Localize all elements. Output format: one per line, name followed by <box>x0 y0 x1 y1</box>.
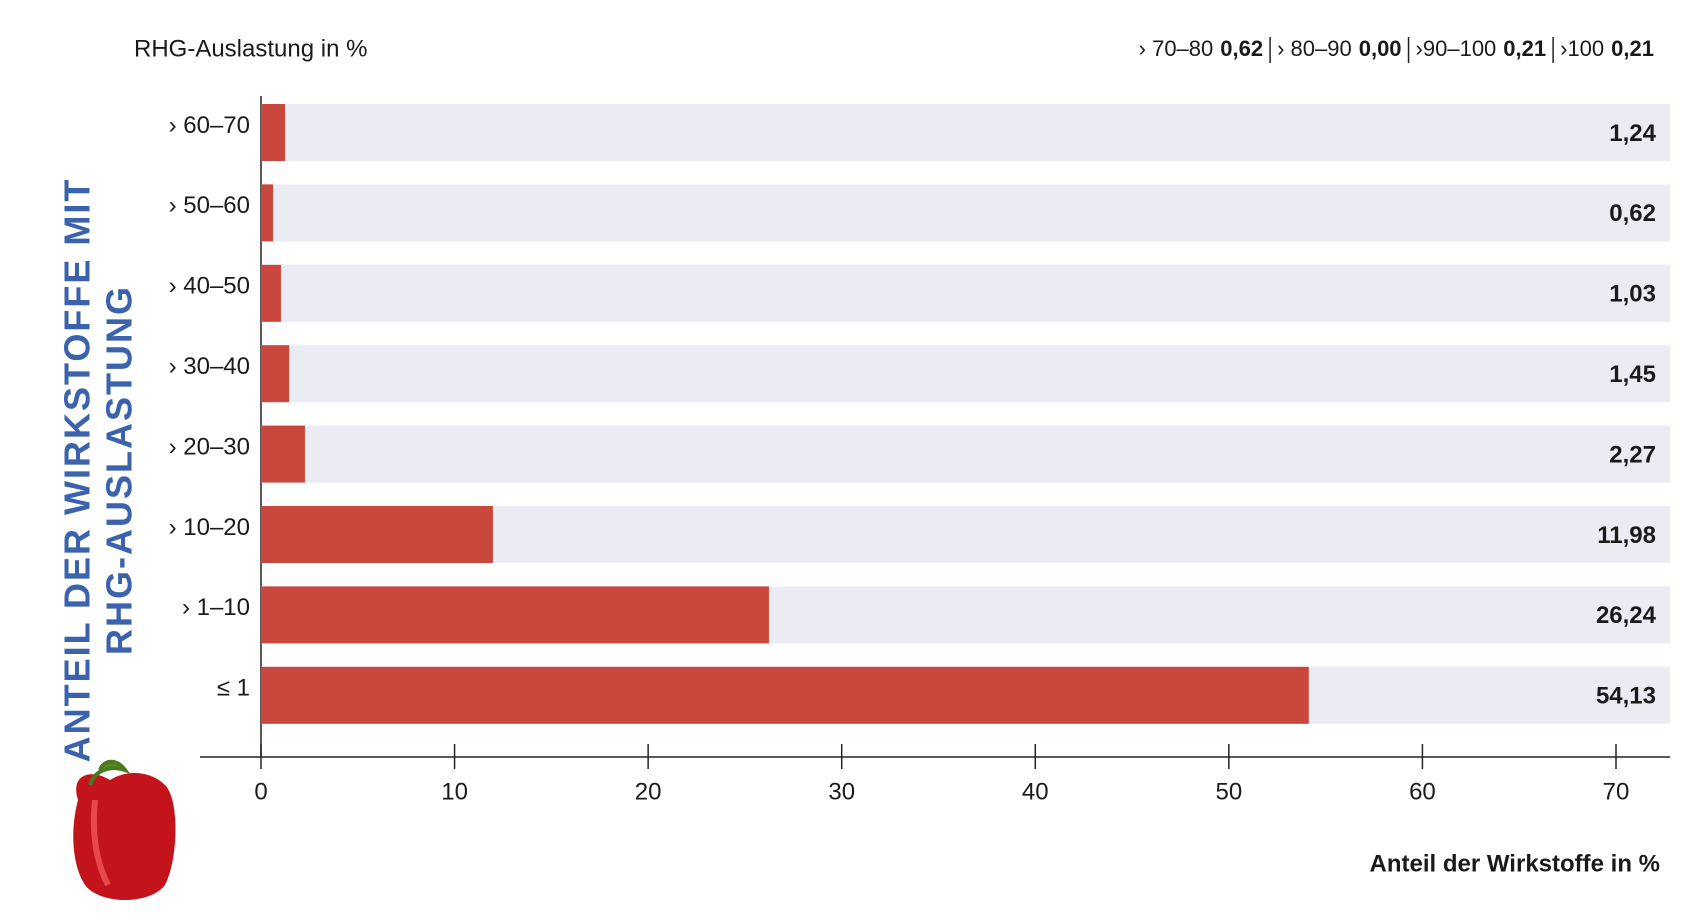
bar-track <box>261 345 1670 403</box>
x-tick-label: 50 <box>1216 778 1243 805</box>
value-label: 11,98 <box>1597 522 1656 549</box>
bar <box>261 345 290 403</box>
annotation-label: › 80–90 <box>1277 36 1352 61</box>
chart-title: RHG-Auslastung in % <box>134 35 367 62</box>
bar-track <box>261 264 1670 322</box>
annotation-label: › 70–80 <box>1139 36 1214 61</box>
category-label: › 20–30 <box>169 433 250 460</box>
annotation-value: 0,21 <box>1503 36 1546 61</box>
x-tick-label: 20 <box>635 778 662 805</box>
x-tick-label: 60 <box>1409 778 1436 805</box>
bar <box>261 666 1309 724</box>
annotation-label: ›90–100 <box>1416 36 1497 61</box>
bar-track <box>261 104 1670 161</box>
bar <box>261 506 493 563</box>
y-axis-label: RHG-AUSLASTUNG <box>99 285 140 655</box>
value-label: 1,45 <box>1609 361 1656 388</box>
value-label: 54,13 <box>1596 683 1656 710</box>
x-tick-label: 40 <box>1022 778 1049 805</box>
x-axis-label: Anteil der Wirkstoffe in % <box>1370 850 1660 877</box>
x-tick-label: 30 <box>828 778 855 805</box>
category-label: › 40–50 <box>169 273 250 300</box>
category-label: › 60–70 <box>169 112 250 139</box>
x-tick-label: 70 <box>1603 778 1630 805</box>
x-tick-label: 0 <box>254 778 267 805</box>
bar <box>261 586 769 644</box>
pepper-icon <box>73 759 176 900</box>
category-label: › 50–60 <box>169 192 250 219</box>
y-axis-label-group: ANTEIL DER WIRKSTOFFE MIT RHG-AUSLASTUNG <box>57 178 140 763</box>
annotation-value: 0,21 <box>1611 36 1654 61</box>
annotation-value: 0,62 <box>1220 36 1263 61</box>
bar <box>261 264 281 322</box>
value-label: 1,03 <box>1609 281 1656 308</box>
bar-track <box>261 425 1670 483</box>
category-label: › 10–20 <box>169 514 250 541</box>
category-label: ≤ 1 <box>217 675 250 702</box>
value-label: 2,27 <box>1609 441 1656 468</box>
bar <box>261 184 274 242</box>
bar <box>261 425 305 483</box>
category-label: › 1–10 <box>182 594 250 621</box>
category-label: › 30–40 <box>169 353 250 380</box>
bar-track <box>261 184 1670 242</box>
value-label: 0,62 <box>1609 200 1656 227</box>
value-label: 26,24 <box>1596 602 1657 629</box>
annotation-label: ›100 <box>1560 36 1604 61</box>
x-tick-label: 10 <box>441 778 468 805</box>
bar-track <box>261 506 1670 563</box>
y-axis-label: ANTEIL DER WIRKSTOFFE MIT <box>57 178 98 763</box>
bar <box>261 104 286 161</box>
value-label: 1,24 <box>1609 120 1656 147</box>
annotation-value: 0,00 <box>1359 36 1402 61</box>
